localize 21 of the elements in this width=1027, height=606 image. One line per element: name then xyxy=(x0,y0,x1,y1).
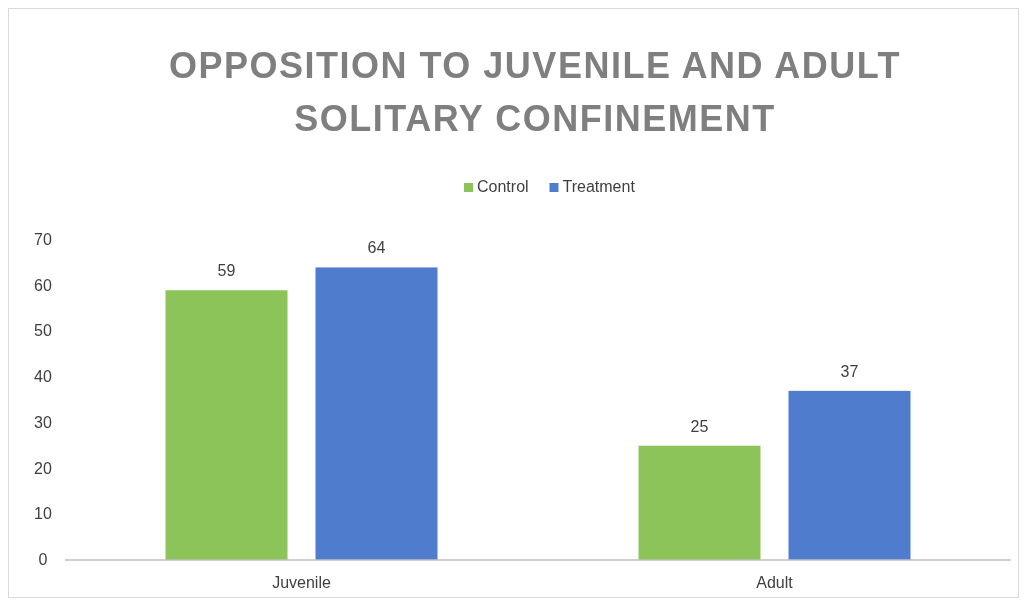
y-tick-label: 20 xyxy=(34,459,52,477)
bar xyxy=(165,290,288,560)
y-tick-label: 70 xyxy=(34,231,52,248)
y-tick-label: 30 xyxy=(34,413,52,431)
y-tick-label: 60 xyxy=(34,276,52,294)
y-tick-label: 50 xyxy=(34,322,52,340)
chart-title: OPPOSITION TO JUVENILE AND ADULT SOLITARY CONFINEMENT xyxy=(168,45,902,139)
data-label: 59 xyxy=(217,262,236,280)
x-tick-label: Juvenile xyxy=(272,574,331,591)
bar xyxy=(638,445,761,560)
legend-label: Treatment xyxy=(562,178,636,195)
y-tick-label: 0 xyxy=(38,551,48,568)
bar xyxy=(788,390,911,560)
data-label: 37 xyxy=(840,362,859,380)
y-tick-label: 10 xyxy=(34,505,52,523)
y-tick-label: 40 xyxy=(34,368,52,386)
data-label: 25 xyxy=(690,417,709,435)
data-label: 64 xyxy=(367,239,386,257)
bar xyxy=(315,267,438,560)
legend-label: Control xyxy=(477,178,529,195)
x-tick-label: Adult xyxy=(756,574,794,591)
